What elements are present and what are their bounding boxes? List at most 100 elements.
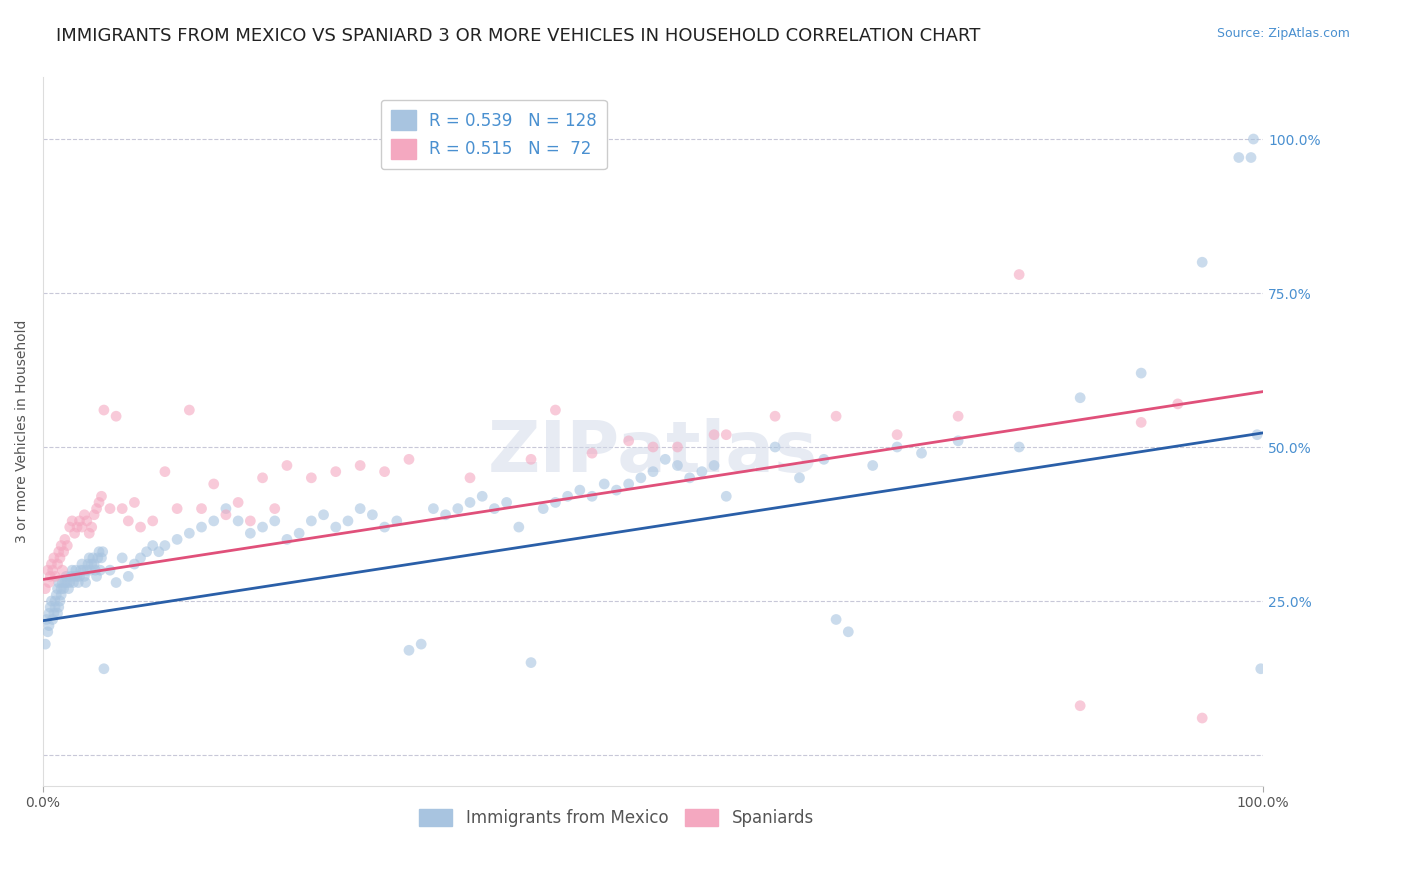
Spaniards bbox=[86, 501, 108, 516]
Spaniards bbox=[142, 514, 165, 528]
Immigrants from Mexico bbox=[605, 483, 627, 497]
Immigrants from Mexico bbox=[70, 557, 93, 571]
Text: IMMIGRANTS FROM MEXICO VS SPANIARD 3 OR MORE VEHICLES IN HOUSEHOLD CORRELATION C: IMMIGRANTS FROM MEXICO VS SPANIARD 3 OR … bbox=[56, 27, 980, 45]
Immigrants from Mexico bbox=[531, 501, 554, 516]
Immigrants from Mexico bbox=[312, 508, 335, 522]
Immigrants from Mexico bbox=[65, 563, 87, 577]
Immigrants from Mexico bbox=[58, 582, 80, 596]
Immigrants from Mexico bbox=[105, 575, 128, 590]
Immigrants from Mexico bbox=[41, 612, 63, 626]
Spaniards bbox=[105, 409, 128, 424]
Spaniards bbox=[39, 569, 62, 583]
Legend: Immigrants from Mexico, Spaniards: Immigrants from Mexico, Spaniards bbox=[412, 803, 821, 834]
Immigrants from Mexico bbox=[398, 643, 420, 657]
Immigrants from Mexico bbox=[73, 569, 96, 583]
Spaniards bbox=[49, 550, 72, 565]
Immigrants from Mexico bbox=[581, 489, 603, 503]
Immigrants from Mexico bbox=[557, 489, 579, 503]
Spaniards bbox=[48, 545, 70, 559]
Immigrants from Mexico bbox=[75, 575, 97, 590]
Spaniards bbox=[42, 550, 65, 565]
Immigrants from Mexico bbox=[385, 514, 408, 528]
Immigrants from Mexico bbox=[411, 637, 433, 651]
Spaniards bbox=[252, 471, 274, 485]
Spaniards bbox=[41, 557, 63, 571]
Immigrants from Mexico bbox=[77, 550, 100, 565]
Immigrants from Mexico bbox=[62, 575, 84, 590]
Spaniards bbox=[53, 533, 76, 547]
Spaniards bbox=[63, 526, 86, 541]
Spaniards bbox=[37, 563, 59, 577]
Immigrants from Mexico bbox=[703, 458, 725, 473]
Immigrants from Mexico bbox=[45, 588, 67, 602]
Immigrants from Mexico bbox=[641, 465, 664, 479]
Immigrants from Mexico bbox=[51, 582, 73, 596]
Immigrants from Mexico bbox=[690, 465, 713, 479]
Immigrants from Mexico bbox=[44, 594, 66, 608]
Immigrants from Mexico bbox=[79, 563, 101, 577]
Text: ZIPatlas: ZIPatlas bbox=[488, 418, 818, 487]
Immigrants from Mexico bbox=[49, 594, 72, 608]
Immigrants from Mexico bbox=[98, 563, 121, 577]
Immigrants from Mexico bbox=[84, 563, 107, 577]
Immigrants from Mexico bbox=[1069, 391, 1091, 405]
Immigrants from Mexico bbox=[59, 575, 82, 590]
Spaniards bbox=[70, 520, 93, 534]
Immigrants from Mexico bbox=[87, 545, 110, 559]
Immigrants from Mexico bbox=[263, 514, 285, 528]
Immigrants from Mexico bbox=[124, 557, 146, 571]
Immigrants from Mexico bbox=[568, 483, 591, 497]
Spaniards bbox=[544, 403, 567, 417]
Immigrants from Mexico bbox=[44, 600, 66, 615]
Spaniards bbox=[179, 403, 201, 417]
Immigrants from Mexico bbox=[1008, 440, 1031, 454]
Immigrants from Mexico bbox=[447, 501, 470, 516]
Immigrants from Mexico bbox=[374, 520, 396, 534]
Spaniards bbox=[98, 501, 121, 516]
Immigrants from Mexico bbox=[82, 550, 104, 565]
Immigrants from Mexico bbox=[86, 569, 108, 583]
Immigrants from Mexico bbox=[288, 526, 311, 541]
Immigrants from Mexico bbox=[59, 569, 82, 583]
Immigrants from Mexico bbox=[508, 520, 530, 534]
Immigrants from Mexico bbox=[886, 440, 908, 454]
Immigrants from Mexico bbox=[862, 458, 884, 473]
Immigrants from Mexico bbox=[679, 471, 702, 485]
Immigrants from Mexico bbox=[276, 533, 298, 547]
Spaniards bbox=[51, 563, 73, 577]
Spaniards bbox=[90, 489, 112, 503]
Immigrants from Mexico bbox=[48, 600, 70, 615]
Spaniards bbox=[124, 495, 146, 509]
Immigrants from Mexico bbox=[763, 440, 786, 454]
Spaniards bbox=[69, 514, 91, 528]
Spaniards bbox=[666, 440, 689, 454]
Spaniards bbox=[716, 427, 738, 442]
Immigrants from Mexico bbox=[51, 588, 73, 602]
Immigrants from Mexico bbox=[48, 575, 70, 590]
Immigrants from Mexico bbox=[179, 526, 201, 541]
Spaniards bbox=[825, 409, 848, 424]
Immigrants from Mexico bbox=[53, 575, 76, 590]
Immigrants from Mexico bbox=[252, 520, 274, 534]
Spaniards bbox=[886, 427, 908, 442]
Immigrants from Mexico bbox=[471, 489, 494, 503]
Immigrants from Mexico bbox=[83, 557, 105, 571]
Immigrants from Mexico bbox=[593, 477, 616, 491]
Immigrants from Mexico bbox=[630, 471, 652, 485]
Immigrants from Mexico bbox=[837, 624, 859, 639]
Spaniards bbox=[1008, 268, 1031, 282]
Immigrants from Mexico bbox=[148, 545, 170, 559]
Immigrants from Mexico bbox=[76, 563, 98, 577]
Immigrants from Mexico bbox=[153, 539, 176, 553]
Spaniards bbox=[66, 520, 89, 534]
Immigrants from Mexico bbox=[93, 662, 115, 676]
Immigrants from Mexico bbox=[46, 582, 69, 596]
Spaniards bbox=[946, 409, 969, 424]
Immigrants from Mexico bbox=[1227, 151, 1250, 165]
Immigrants from Mexico bbox=[67, 575, 90, 590]
Immigrants from Mexico bbox=[654, 452, 676, 467]
Immigrants from Mexico bbox=[52, 582, 75, 596]
Immigrants from Mexico bbox=[422, 501, 444, 516]
Immigrants from Mexico bbox=[39, 600, 62, 615]
Spaniards bbox=[239, 514, 262, 528]
